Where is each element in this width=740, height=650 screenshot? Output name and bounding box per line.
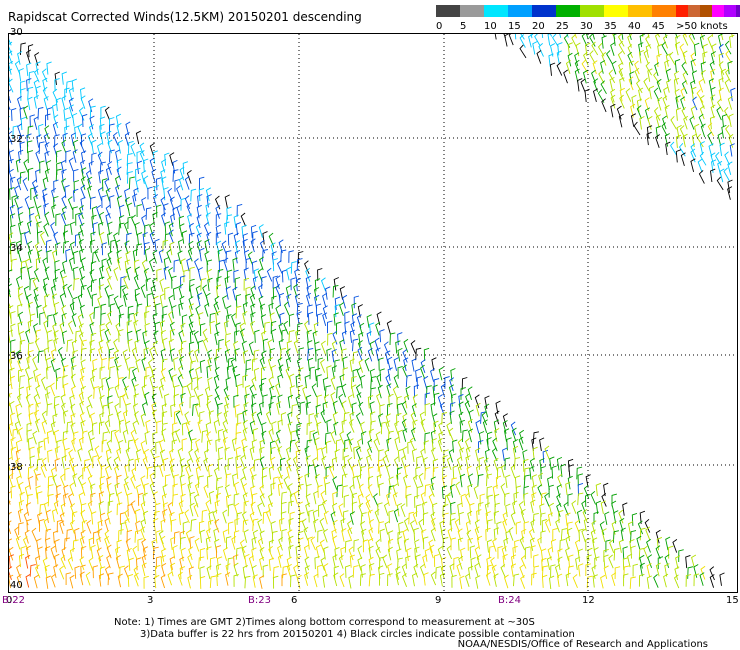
legend-swatch xyxy=(436,5,460,17)
date-label: B:22 xyxy=(2,595,25,606)
latitude-label: 32 xyxy=(10,134,23,145)
time-axis-label: 6 xyxy=(291,595,298,606)
legend-swatch xyxy=(736,5,740,17)
legend-swatch xyxy=(628,5,652,17)
latitude-label: 30 xyxy=(10,27,23,38)
note-line-1: Note: 1) Times are GMT 2)Times along bot… xyxy=(114,617,535,628)
latitude-label: 38 xyxy=(10,462,23,473)
legend-label: 15 xyxy=(508,21,521,32)
legend-label: 45 xyxy=(652,21,665,32)
legend-swatch xyxy=(484,5,508,17)
legend-swatch xyxy=(580,5,604,17)
time-axis-label: 0 xyxy=(6,595,13,606)
legend-swatch xyxy=(460,5,484,17)
legend-label: 30 xyxy=(580,21,593,32)
legend-label: 10 xyxy=(484,21,497,32)
chart-title: Rapidscat Corrected Winds(12.5KM) 201502… xyxy=(8,10,362,24)
time-axis-label: 12 xyxy=(582,595,595,606)
date-label: B:23 xyxy=(248,595,271,606)
latitude-label: 36 xyxy=(10,351,23,362)
legend-color-bar xyxy=(436,5,740,17)
grid-lines xyxy=(9,34,737,592)
time-axis-label: 15 xyxy=(726,595,739,606)
legend-swatch xyxy=(712,5,724,17)
legend-swatch xyxy=(508,5,532,17)
legend-labels: 0 5 10 15 20 25 30 35 40 45 >50 knots xyxy=(436,21,736,35)
legend-swatch xyxy=(652,5,676,17)
legend-label: 20 xyxy=(532,21,545,32)
latitude-label: 40 xyxy=(10,580,23,591)
time-axis-label: 9 xyxy=(435,595,442,606)
legend-swatch xyxy=(532,5,556,17)
legend-label: 0 xyxy=(436,21,443,32)
legend-label: 35 xyxy=(604,21,617,32)
legend-swatch xyxy=(604,5,628,17)
legend-swatch xyxy=(724,5,736,17)
legend-label: 40 xyxy=(628,21,641,32)
date-label: B:24 xyxy=(498,595,521,606)
wind-barbs xyxy=(9,34,736,590)
wind-map xyxy=(8,33,738,593)
legend-label: >50 knots xyxy=(676,21,728,32)
wind-barb-plot xyxy=(9,34,737,592)
notes: Note: 1) Times are GMT 2)Times along bot… xyxy=(114,617,575,641)
legend-swatch xyxy=(556,5,580,17)
latitude-label: 34 xyxy=(10,243,23,254)
note-line-2: 3)Data buffer is 22 hrs from 20150201 4)… xyxy=(140,629,575,640)
legend-swatch xyxy=(700,5,712,17)
credit-line: NOAA/NESDIS/Office of Research and Appli… xyxy=(457,639,708,650)
legend-label: 5 xyxy=(460,21,467,32)
wind-speed-legend: 0 5 10 15 20 25 30 35 40 45 >50 knots xyxy=(436,5,740,35)
time-axis-label: 3 xyxy=(147,595,154,606)
legend-label: 25 xyxy=(556,21,569,32)
legend-swatch xyxy=(688,5,700,17)
legend-swatch xyxy=(676,5,688,17)
